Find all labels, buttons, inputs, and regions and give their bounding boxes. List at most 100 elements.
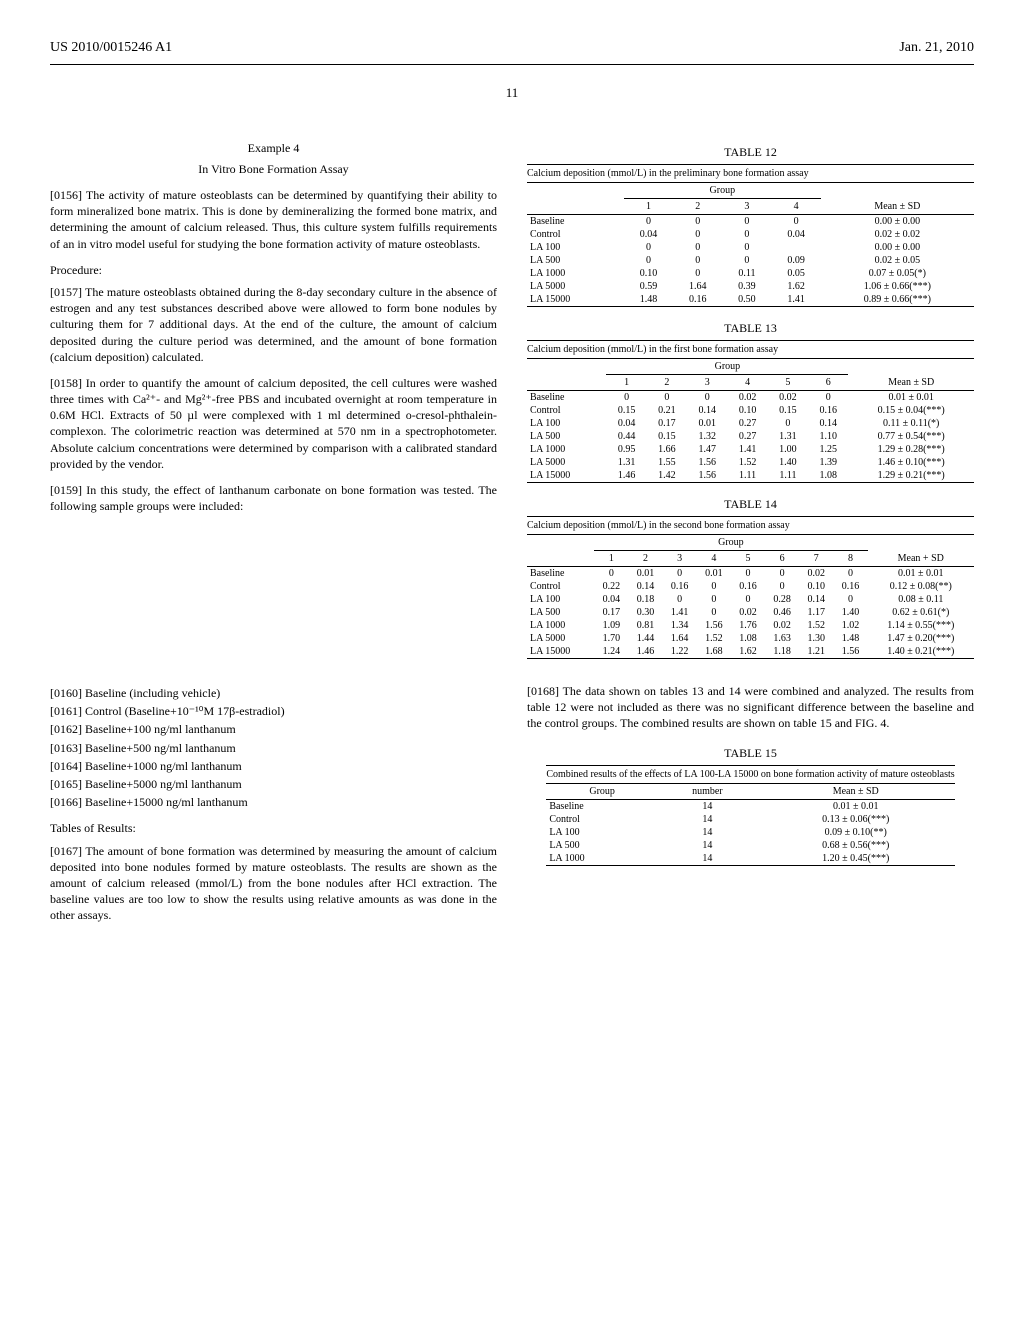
table-cell: 1.46: [606, 469, 646, 483]
table-cell: Control: [546, 813, 658, 826]
table-cell: 0.16: [833, 580, 867, 593]
table-cell: 0.14: [687, 404, 727, 417]
right-column-lower: [0168] The data shown on tables 13 and 1…: [527, 683, 974, 933]
table14: Calcium deposition (mmol/L) in the secon…: [527, 516, 974, 659]
table-cell: 0.16: [663, 580, 697, 593]
table-cell: 0: [833, 593, 867, 606]
table-cell: Baseline: [527, 567, 594, 581]
table-cell: 0: [722, 228, 771, 241]
table-cell: Baseline: [527, 215, 624, 229]
table-cell: 1.11: [768, 469, 808, 483]
table-cell: 0: [647, 391, 687, 405]
table-row: LA 150001.480.160.501.410.89 ± 0.66(***): [527, 293, 974, 307]
table-row: LA 100140.09 ± 0.10(**): [546, 826, 954, 839]
left-column: Example 4 In Vitro Bone Formation Assay …: [50, 131, 497, 659]
table13-header-row: 123456Mean ± SD: [527, 375, 974, 391]
table-cell: 1.29 ± 0.28(***): [848, 443, 974, 456]
table-cell: 1.18: [765, 645, 799, 659]
table-cell: 1.55: [647, 456, 687, 469]
table-cell: LA 500: [546, 839, 658, 852]
table-cell: 0.81: [628, 619, 662, 632]
table13-group: Group: [606, 359, 848, 375]
table-cell: 0.21: [647, 404, 687, 417]
table13-caption: Calcium deposition (mmol/L) in the first…: [527, 341, 974, 359]
table14-header-row: 12345678Mean + SD: [527, 551, 974, 567]
paragraph-0158: [0158] In order to quantify the amount o…: [50, 375, 497, 472]
table-cell: 1.62: [731, 645, 765, 659]
table-cell: Baseline: [527, 391, 606, 405]
table-cell: 1.52: [727, 456, 767, 469]
table-cell: 1.46 ± 0.10(***): [848, 456, 974, 469]
table-cell: 1.09: [594, 619, 628, 632]
table-row: Control140.13 ± 0.06(***): [546, 813, 954, 826]
table14-caption: Calcium deposition (mmol/L) in the secon…: [527, 517, 974, 535]
table-cell: 0: [673, 267, 722, 280]
list-item: [0161] Control (Baseline+10⁻¹⁰M 17β-estr…: [50, 703, 497, 719]
table-cell: 0.04: [594, 593, 628, 606]
table-cell: 0.04: [624, 228, 673, 241]
table-cell: 1.00: [768, 443, 808, 456]
table-cell: 0.14: [808, 417, 848, 430]
table-cell: 0: [768, 417, 808, 430]
table-cell: 0.07 ± 0.05(*): [821, 267, 974, 280]
table-cell: 0.46: [765, 606, 799, 619]
table-row: LA 1000.040.180000.280.1400.08 ± 0.11: [527, 593, 974, 606]
table-cell: 0: [722, 241, 771, 254]
table-cell: 0: [673, 254, 722, 267]
table-cell: 0: [697, 593, 731, 606]
table13-label: TABLE 13: [527, 321, 974, 336]
table-cell: 14: [658, 826, 757, 839]
table-row: LA 10000.1000.110.050.07 ± 0.05(*): [527, 267, 974, 280]
table-cell: 0.01: [628, 567, 662, 581]
table-cell: 0: [606, 391, 646, 405]
table-cell: Control: [527, 404, 606, 417]
table-cell: 0: [663, 567, 697, 581]
table-cell: 0.15 ± 0.04(***): [848, 404, 974, 417]
table12-group: Group: [624, 183, 821, 199]
table-cell: 1.40 ± 0.21(***): [868, 645, 974, 659]
table-cell: LA 500: [527, 254, 624, 267]
table-col-header: [527, 375, 606, 391]
table-cell: 1.52: [799, 619, 833, 632]
table-cell: LA 100: [546, 826, 658, 839]
table-row: Control0.150.210.140.100.150.160.15 ± 0.…: [527, 404, 974, 417]
table-cell: 0.12 ± 0.08(**): [868, 580, 974, 593]
table-cell: 0.00 ± 0.00: [821, 241, 974, 254]
table15: Combined results of the effects of LA 10…: [546, 765, 954, 866]
table-cell: 1.56: [697, 619, 731, 632]
table-cell: 0.02: [768, 391, 808, 405]
table-cell: 0: [833, 567, 867, 581]
table-cell: 1.64: [673, 280, 722, 293]
table-col-header: 1: [606, 375, 646, 391]
table-cell: LA 5000: [527, 632, 594, 645]
table-row: Baseline00.0100.01000.0200.01 ± 0.01: [527, 567, 974, 581]
table-row: LA 50000.591.640.391.621.06 ± 0.66(***): [527, 280, 974, 293]
table12: Calcium deposition (mmol/L) in the preli…: [527, 164, 974, 307]
table-cell: 0.11: [722, 267, 771, 280]
table-cell: 1.39: [808, 456, 848, 469]
table-cell: 1.30: [799, 632, 833, 645]
example-title: In Vitro Bone Formation Assay: [50, 162, 497, 177]
list-item: [0166] Baseline+15000 ng/ml lanthanum: [50, 794, 497, 810]
table-cell: 0.16: [808, 404, 848, 417]
table-cell: 1.29 ± 0.21(***): [848, 469, 974, 483]
table12-caption: Calcium deposition (mmol/L) in the preli…: [527, 165, 974, 183]
list-item: [0160] Baseline (including vehicle): [50, 685, 497, 701]
results-label: Tables of Results:: [50, 820, 497, 836]
table-cell: 1.47: [687, 443, 727, 456]
table-cell: 1.64: [663, 632, 697, 645]
table-cell: 0.10: [799, 580, 833, 593]
table-cell: 1.31: [768, 430, 808, 443]
table-cell: 0.17: [594, 606, 628, 619]
table-cell: 0: [687, 391, 727, 405]
table-cell: 0: [731, 593, 765, 606]
table-cell: 0.15: [768, 404, 808, 417]
table-col-header: [527, 551, 594, 567]
table-cell: 0.77 ± 0.54(***): [848, 430, 974, 443]
table-cell: LA 1000: [527, 619, 594, 632]
table-cell: 1.56: [687, 456, 727, 469]
table-cell: 1.41: [727, 443, 767, 456]
table-col-header: 3: [663, 551, 697, 567]
table-cell: 0.14: [799, 593, 833, 606]
table-cell: 0: [765, 580, 799, 593]
